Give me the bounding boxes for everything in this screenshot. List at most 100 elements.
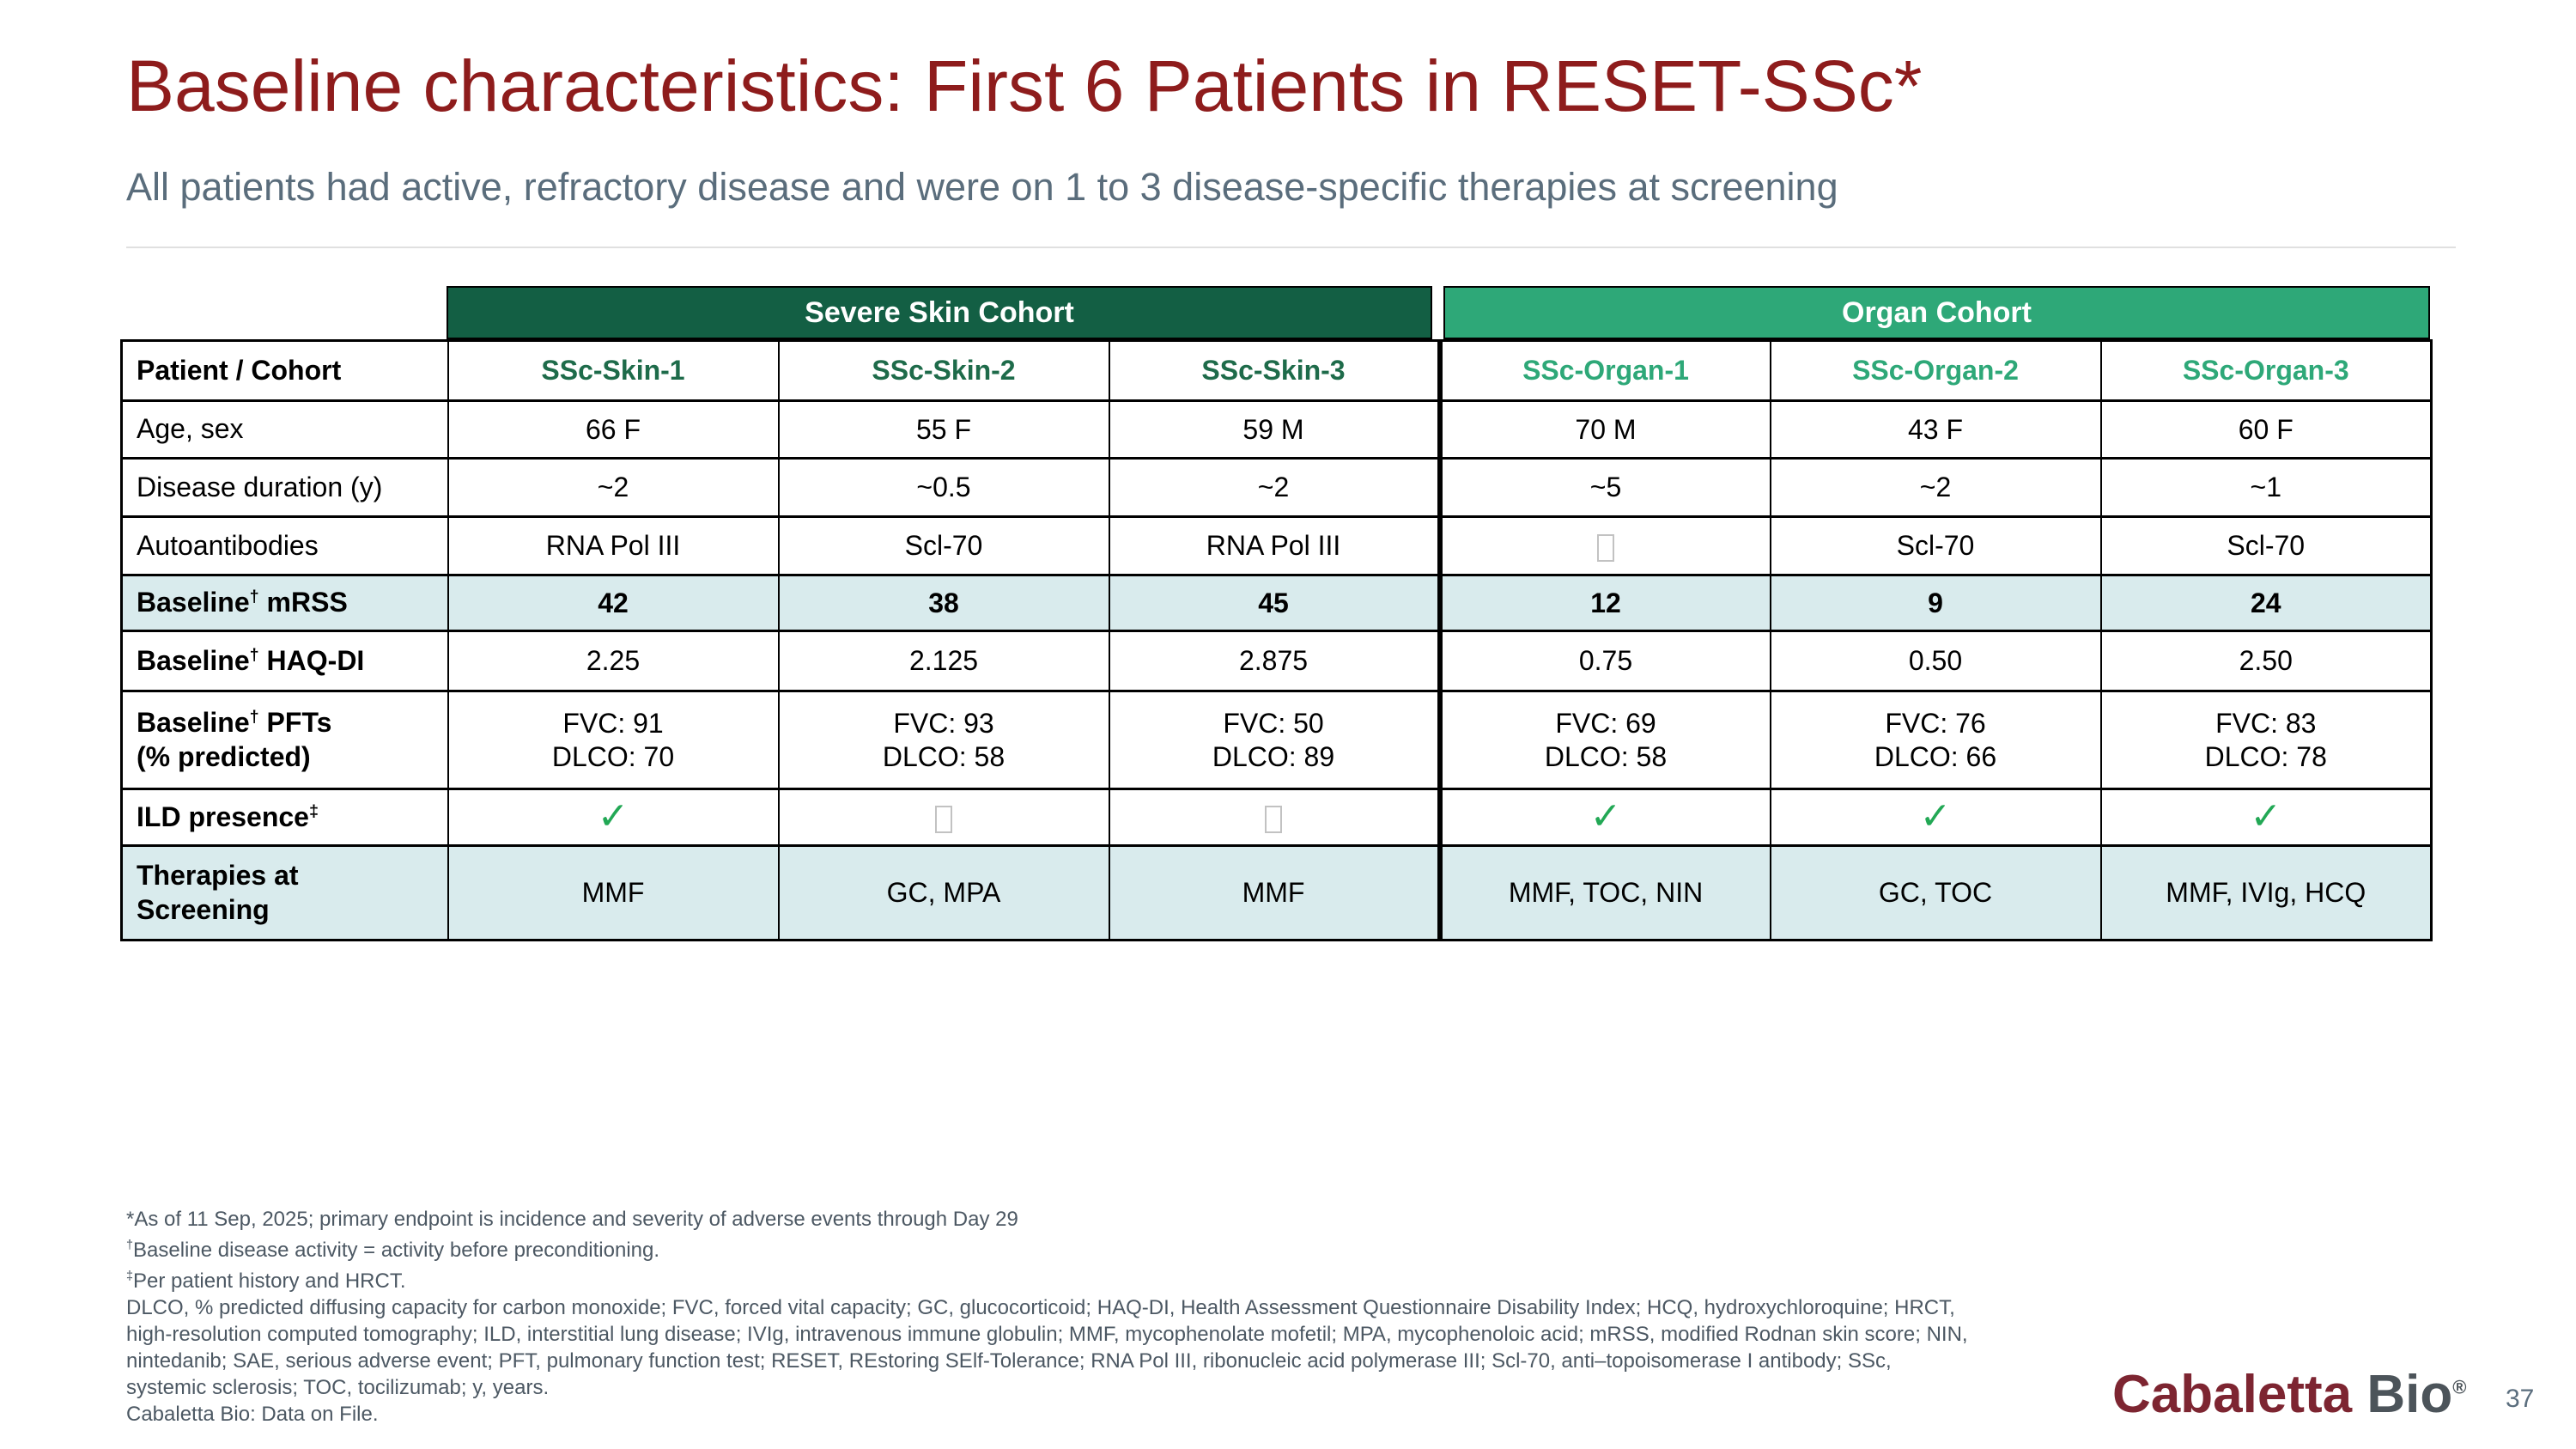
table-cell: MMF, TOC, NIN (1437, 844, 1771, 941)
empty-box-glyph (777, 788, 1110, 847)
table-cell: RNA Pol III (1108, 515, 1441, 576)
patient-header-ssc-skin-1: SSc-Skin-1 (447, 339, 780, 402)
footnotes: *As of 11 Sep, 2025; primary endpoint is… (126, 1206, 1968, 1428)
table-cell: 59 M (1108, 399, 1441, 460)
patient-header-ssc-skin-3: SSc-Skin-3 (1108, 339, 1441, 402)
table-cell: 2.125 (777, 630, 1110, 692)
table-row: Age, sex 66 F 55 F 59 M 70 M 43 F 60 F (120, 399, 2433, 460)
table-row: Baseline† PFTs (% predicted) FVC: 91 DLCO: … (120, 690, 2433, 790)
table-cell: FVC: 91 DLCO: 70 (447, 690, 780, 790)
page-title: Baseline characteristics: First 6 Patien… (126, 46, 1923, 126)
table-cell: 45 (1108, 574, 1441, 632)
table-cell: 70 M (1437, 399, 1771, 460)
table-cell: 60 F (2099, 399, 2433, 460)
patient-table: Patient / Cohort SSc-Skin-1 SSc-Skin-2 SSc-… (120, 339, 2433, 941)
table-cell: 9 (1769, 574, 2102, 632)
checkmark-icon: ✓ (1589, 795, 1622, 838)
table-cell: ~2 (447, 457, 780, 518)
table-cell: FVC: 50 DLCO: 89 (1108, 690, 1441, 790)
table-cell: Scl-70 (2099, 515, 2433, 576)
cabaletta-bio-logo: Cabaletta Bio® (2112, 1364, 2466, 1425)
patient-header-ssc-skin-2: SSc-Skin-2 (777, 339, 1110, 402)
row-label: Disease duration (y) (120, 457, 449, 518)
corner-label: Patient / Cohort (120, 339, 449, 402)
table-cell: Scl-70 (1769, 515, 2102, 576)
table-cell: FVC: 76 DLCO: 66 (1769, 690, 2102, 790)
missing-glyph-box (1597, 533, 1614, 562)
table-cell: 0.75 (1437, 630, 1771, 692)
table-cell: FVC: 93 DLCO: 58 (777, 690, 1110, 790)
table-cell: MMF, IVIg, HCQ (2099, 844, 2433, 941)
row-label: Baseline† mRSS (120, 574, 449, 632)
table-cell: 24 (2099, 574, 2433, 632)
page-subtitle: All patients had active, refractory dise… (126, 165, 1838, 209)
table-cell: 2.50 (2099, 630, 2433, 692)
footnote-line: †Baseline disease activity = activity be… (126, 1239, 660, 1262)
check-icon: ✓ (1769, 788, 2102, 847)
empty-box-glyph (1108, 788, 1441, 847)
footnote-line: systemic sclerosis; TOC, tocilizumab; y,… (126, 1376, 550, 1399)
footnote-line: high-resolution computed tomography; ILD… (126, 1323, 1968, 1346)
check-icon: ✓ (447, 788, 780, 847)
table-cell: 2.25 (447, 630, 780, 692)
patient-header-ssc-organ-2: SSc-Organ-2 (1769, 339, 2102, 402)
table-cell: ~5 (1437, 457, 1771, 518)
row-label: ILD presence‡ (120, 788, 449, 847)
footnote-line: *As of 11 Sep, 2025; primary endpoint is… (126, 1208, 1018, 1231)
organ-cohort-label: Organ Cohort (1842, 295, 2032, 329)
row-label: Age, sex (120, 399, 449, 460)
header-divider-line (126, 247, 2456, 248)
table-row: ILD presence‡ ✓ ✓ ✓ ✓ (120, 788, 2433, 847)
page-number: 37 (2506, 1385, 2535, 1413)
row-label: Autoantibodies (120, 515, 449, 576)
table-cell: 43 F (1769, 399, 2102, 460)
check-icon: ✓ (2099, 788, 2433, 847)
check-icon: ✓ (1437, 788, 1771, 847)
table-cell: ~1 (2099, 457, 2433, 518)
row-label: Therapies at Screening (120, 844, 449, 941)
patient-header-ssc-organ-1: SSc-Organ-1 (1437, 339, 1771, 402)
table-row: Baseline† mRSS 42 38 45 12 9 24 (120, 574, 2433, 632)
row-label: Baseline† HAQ-DI (120, 630, 449, 692)
footnote-line: DLCO, % predicted diffusing capacity for… (126, 1296, 1955, 1319)
table-row: Autoantibodies RNA Pol III Scl-70 RNA Pol I… (120, 515, 2433, 576)
table-cell: 66 F (447, 399, 780, 460)
table-row: Disease duration (y) ~2 ~0.5 ~2 ~5 ~2 ~1 (120, 457, 2433, 518)
patient-header-ssc-organ-3: SSc-Organ-3 (2099, 339, 2433, 402)
table-cell: 55 F (777, 399, 1110, 460)
baseline-characteristics-table: Patient / Cohort SSc-Skin-1 SSc-Skin-2 SSc-… (120, 339, 2433, 941)
table-cell: ~0.5 (777, 457, 1110, 518)
table-cell: 42 (447, 574, 780, 632)
table-cell: GC, TOC (1769, 844, 2102, 941)
missing-glyph-box (935, 805, 952, 833)
footnote-line: nintedanib; SAE, serious adverse event; … (126, 1349, 1892, 1373)
table-row: Therapies at Screening MMF GC, MPA MMF MMF, T… (120, 844, 2433, 941)
table-cell: 0.50 (1769, 630, 2102, 692)
empty-box-glyph (1437, 515, 1771, 576)
table-cell: ~2 (1769, 457, 2102, 518)
row-label: Baseline† PFTs (% predicted) (120, 690, 449, 790)
table-cell: GC, MPA (777, 844, 1110, 941)
table-cell: MMF (447, 844, 780, 941)
organ-cohort-header: Organ Cohort (1443, 286, 2430, 339)
table-cell: MMF (1108, 844, 1441, 941)
footnote-line: ‡Per patient history and HRCT. (126, 1269, 406, 1293)
severe-skin-cohort-label: Severe Skin Cohort (805, 295, 1074, 329)
table-cell: ~2 (1108, 457, 1441, 518)
table-cell: Scl-70 (777, 515, 1110, 576)
logo-bio-text: Bio (2366, 1365, 2453, 1424)
table-cell: 2.875 (1108, 630, 1441, 692)
logo-cabaletta-text: Cabaletta (2112, 1365, 2353, 1424)
checkmark-icon: ✓ (2250, 795, 2282, 838)
table-cell: FVC: 69 DLCO: 58 (1437, 690, 1771, 790)
checkmark-icon: ✓ (597, 795, 629, 838)
table-cell: 38 (777, 574, 1110, 632)
missing-glyph-box (1265, 805, 1282, 833)
footnote-line: Cabaletta Bio: Data on File. (126, 1403, 379, 1426)
table-cell: 12 (1437, 574, 1771, 632)
table-cell: RNA Pol III (447, 515, 780, 576)
checkmark-icon: ✓ (1919, 795, 1952, 838)
registered-mark: ® (2452, 1376, 2467, 1398)
table-row: Baseline† HAQ-DI 2.25 2.125 2.875 0.75 0.50 2.… (120, 630, 2433, 692)
